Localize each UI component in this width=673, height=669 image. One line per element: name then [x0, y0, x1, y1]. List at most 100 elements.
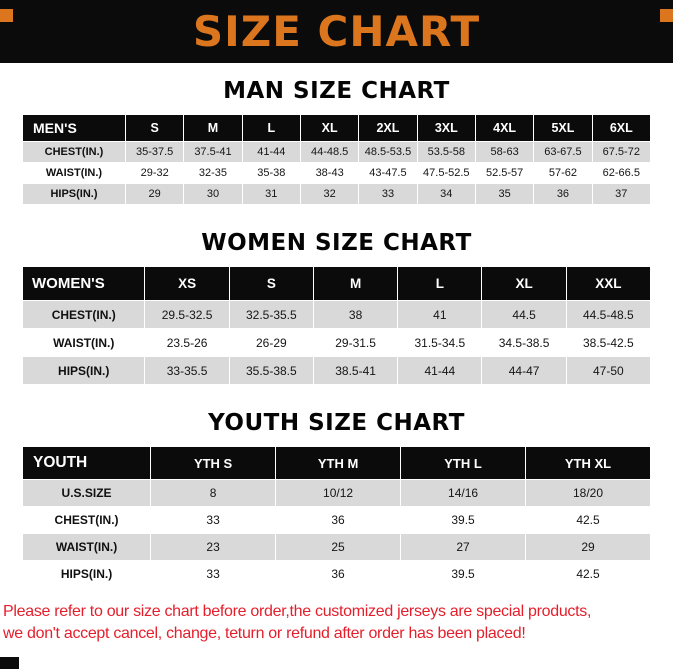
value-cell: 37 — [591, 183, 652, 205]
size-header-cell: XS — [144, 266, 230, 301]
value-cell: 44.5-48.5 — [565, 300, 652, 329]
table-row: U.S.SIZE 8 10/12 14/16 18/20 — [21, 479, 651, 507]
value-cell: 38-43 — [299, 162, 360, 184]
size-header-cell: 2XL — [358, 114, 418, 142]
value-cell: 44.5 — [481, 300, 567, 329]
size-header-cell: S — [124, 114, 185, 142]
table-row: CHEST(IN.) 35-37.5 37.5-41 41-44 44-48.5 48.5… — [22, 141, 652, 163]
value-cell: 43-47.5 — [358, 162, 418, 184]
value-cell: 35-37.5 — [124, 141, 185, 163]
header-row: YOUTH YTH S YTH M YTH L YTH XL — [21, 446, 651, 480]
value-cell: 29 — [525, 533, 651, 561]
value-cell: 8 — [150, 479, 277, 507]
value-cell: 35-38 — [241, 162, 301, 184]
table-row: CHEST(IN.) 29.5-32.5 32.5-35.5 38 41 44.5 44.5… — [21, 300, 652, 329]
value-cell: 52.5-57 — [474, 162, 535, 184]
value-cell: 39.5 — [400, 506, 527, 534]
value-cell: 42.5 — [525, 560, 651, 588]
value-cell: 35 — [474, 183, 535, 205]
table-row: WAIST(IN.) 23.5-26 26-29 29-31.5 31.5-34.5 34… — [21, 328, 652, 357]
row-label: HIPS(IN.) — [21, 356, 146, 385]
value-cell: 32-35 — [183, 162, 243, 184]
value-cell: 29 — [124, 183, 185, 205]
value-cell: 29-32 — [124, 162, 185, 184]
mens-table: MEN'S S M L XL 2XL 3XL 4XL 5XL 6XL CHEST(IN.) 35-37… — [22, 114, 652, 205]
womens-table: WOMEN'S XS S M L XL XXL CHEST(IN.) 29.5-32.5 32.5… — [21, 266, 652, 385]
size-header-cell: YTH XL — [525, 446, 651, 480]
table-row: WAIST(IN.) 29-32 32-35 35-38 38-43 43-47.5 47.… — [22, 162, 652, 184]
value-cell: 36 — [275, 560, 402, 588]
value-cell: 32 — [299, 183, 360, 205]
value-cell: 37.5-41 — [183, 141, 243, 163]
value-cell: 18/20 — [525, 479, 651, 507]
section-youth: YOUTH SIZE CHART YOUTH YTH S YTH M YTH L YTH … — [0, 410, 673, 588]
value-cell: 44-47 — [481, 356, 567, 385]
size-header-cell: M — [312, 266, 399, 301]
row-label: WAIST(IN.) — [22, 162, 126, 184]
size-header-cell: M — [183, 114, 243, 142]
corner-accent-top-right-icon — [660, 9, 673, 22]
table-row: HIPS(IN.) 33 36 39.5 42.5 — [21, 560, 651, 588]
value-cell: 26-29 — [228, 328, 314, 357]
value-cell: 47-50 — [565, 356, 652, 385]
table-row: CHEST(IN.) 33 36 39.5 42.5 — [21, 506, 651, 534]
value-cell: 14/16 — [400, 479, 527, 507]
size-header-cell: S — [228, 266, 314, 301]
row-label: WAIST(IN.) — [21, 533, 152, 561]
row-label: CHEST(IN.) — [22, 141, 126, 163]
value-cell: 36 — [275, 506, 402, 534]
row-label: CHEST(IN.) — [21, 506, 152, 534]
table-row: HIPS(IN.) 29 30 31 32 33 34 35 36 37 — [22, 183, 652, 205]
value-cell: 38.5-41 — [312, 356, 399, 385]
value-cell: 10/12 — [275, 479, 402, 507]
size-header-cell: XXL — [565, 266, 652, 301]
value-cell: 42.5 — [525, 506, 651, 534]
size-charts-container: MAN SIZE CHART MEN'S S M L XL 2XL 3XL 4XL 5XL 6XL C… — [0, 78, 673, 588]
value-cell: 53.5-58 — [416, 141, 476, 163]
size-header-cell: YTH L — [400, 446, 527, 480]
value-cell: 29-31.5 — [312, 328, 399, 357]
row-label: U.S.SIZE — [21, 479, 152, 507]
value-cell: 48.5-53.5 — [358, 141, 418, 163]
page-title: SIZE CHART — [192, 6, 481, 56]
warning-line-1: Please refer to our size chart before or… — [3, 603, 592, 620]
corner-accent-bottom-left-icon — [0, 657, 19, 669]
value-cell: 33 — [150, 560, 277, 588]
value-cell: 31.5-34.5 — [397, 328, 483, 357]
value-cell: 41 — [397, 300, 483, 329]
value-cell: 33 — [358, 183, 418, 205]
header-row: WOMEN'S XS S M L XL XXL — [21, 266, 652, 301]
value-cell: 39.5 — [400, 560, 527, 588]
footer-warning: Please refer to our size chart before or… — [0, 601, 673, 646]
row-label: CHEST(IN.) — [21, 300, 146, 329]
value-cell: 34.5-38.5 — [481, 328, 567, 357]
size-header-cell: 4XL — [474, 114, 535, 142]
size-header-cell: XL — [481, 266, 567, 301]
value-cell: 33-35.5 — [144, 356, 230, 385]
section-heading-mens: MAN SIZE CHART — [223, 78, 450, 104]
warning-line-2: we don't accept cancel, change, teturn o… — [3, 625, 526, 643]
value-cell: 57-62 — [533, 162, 593, 184]
value-cell: 33 — [150, 506, 277, 534]
row-label: HIPS(IN.) — [21, 560, 152, 588]
table-title-cell: MEN'S — [22, 114, 126, 142]
header-row: MEN'S S M L XL 2XL 3XL 4XL 5XL 6XL — [22, 114, 652, 142]
size-header-cell: L — [241, 114, 301, 142]
section-heading-youth: YOUTH SIZE CHART — [208, 410, 465, 436]
size-header-cell: XL — [299, 114, 360, 142]
youth-table: YOUTH YTH S YTH M YTH L YTH XL U.S.SIZE 8 10/12… — [21, 446, 651, 588]
table-title-cell: YOUTH — [21, 446, 152, 480]
value-cell: 38.5-42.5 — [565, 328, 652, 357]
size-header-cell: YTH M — [275, 446, 402, 480]
value-cell: 23 — [150, 533, 277, 561]
value-cell: 36 — [533, 183, 593, 205]
table-title-cell: WOMEN'S — [21, 266, 146, 301]
value-cell: 67.5-72 — [591, 141, 652, 163]
size-header-cell: L — [397, 266, 483, 301]
value-cell: 58-63 — [474, 141, 535, 163]
table-row: WAIST(IN.) 23 25 27 29 — [21, 533, 651, 561]
value-cell: 32.5-35.5 — [228, 300, 314, 329]
value-cell: 63-67.5 — [533, 141, 593, 163]
value-cell: 34 — [416, 183, 476, 205]
